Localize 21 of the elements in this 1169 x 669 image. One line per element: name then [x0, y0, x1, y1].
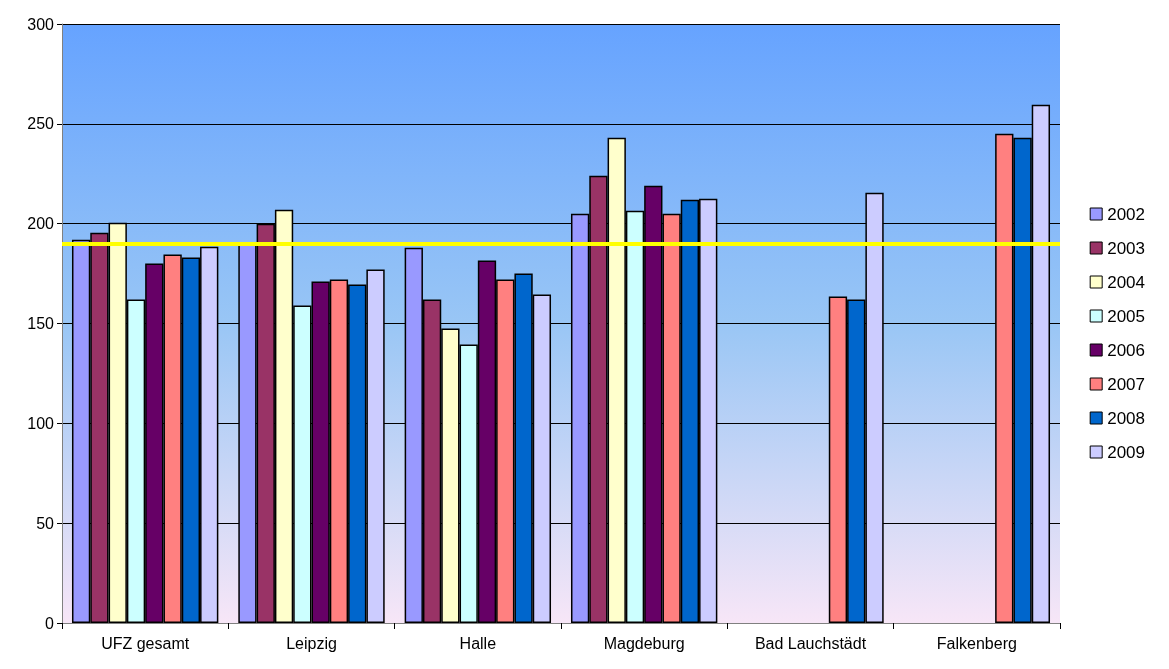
legend-label: 2002	[1107, 204, 1146, 224]
y-tick-label: 300	[27, 15, 55, 33]
y-tick-label: 250	[27, 115, 55, 133]
x-tick-label: Falkenberg	[936, 634, 1017, 652]
x-tick-label: Leipzig	[286, 634, 337, 652]
legend-label: 2008	[1107, 408, 1146, 428]
legend-label: 2007	[1107, 374, 1146, 394]
y-tick-label: 50	[36, 514, 55, 532]
x-tick-label: Halle	[459, 634, 497, 652]
legend-label: 2005	[1107, 306, 1146, 326]
legend-label: 2003	[1107, 238, 1146, 258]
legend-label: 2006	[1107, 340, 1146, 360]
y-tick-label: 200	[27, 215, 55, 233]
y-tick-label: 100	[27, 414, 55, 432]
x-tick-label: UFZ gesamt	[101, 634, 190, 652]
x-tick-label: Bad Lauchstädt	[754, 634, 867, 652]
y-tick-label: 150	[27, 315, 55, 332]
x-tick-label: Magdeburg	[603, 634, 685, 652]
legend-label: 2004	[1107, 272, 1146, 292]
y-tick-label: 0	[45, 614, 55, 632]
legend-label: 2009	[1107, 442, 1146, 462]
